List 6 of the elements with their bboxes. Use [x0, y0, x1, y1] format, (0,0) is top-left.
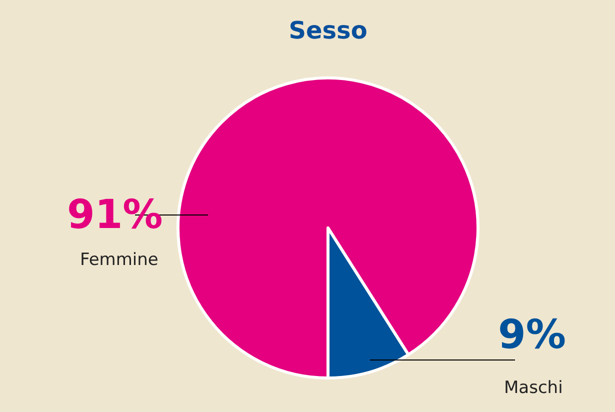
- slice-label: Femmine: [80, 250, 158, 270]
- slice-label: Maschi: [504, 378, 563, 398]
- chart-title: Sesso: [288, 16, 368, 44]
- data-label: 9%: [498, 312, 566, 358]
- pie-slice: [176, 76, 480, 380]
- data-label: 91%: [67, 192, 163, 238]
